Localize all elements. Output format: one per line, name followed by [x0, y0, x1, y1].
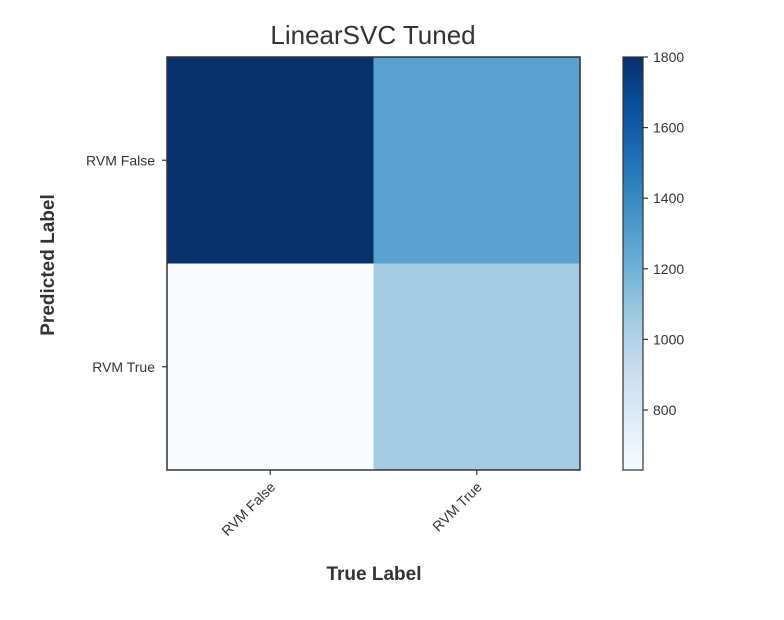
- x-tick-label: RVM True: [429, 479, 485, 535]
- plot-frame: [166, 56, 581, 471]
- y-tick-label: RVM False: [86, 152, 155, 168]
- colorbar-tick-label: 1800: [653, 49, 684, 65]
- colorbar-tick-label: 1000: [653, 331, 684, 347]
- x-ticks: RVM False RVM True: [218, 470, 485, 539]
- chart-title: LinearSVC Tuned: [270, 20, 475, 50]
- heatmap-cell-r1-c1: [373, 263, 580, 470]
- colorbar-tick-label: 1200: [653, 261, 684, 277]
- heatmap-cells: [167, 57, 580, 470]
- x-tick-label: RVM False: [218, 479, 278, 539]
- colorbar-tick-label: 1600: [653, 120, 684, 136]
- heatmap-cell-r0-c0: [167, 57, 374, 264]
- colorbar-tick-label: 1400: [653, 190, 684, 206]
- colorbar: [622, 56, 644, 471]
- x-axis-label: True Label: [326, 564, 421, 585]
- heatmap-cell-r1-c0: [167, 263, 374, 470]
- colorbar-tick-label: 800: [653, 402, 677, 418]
- colorbar-ticks: 800 1000 1200 1400 1600 1800: [643, 49, 684, 418]
- y-axis-label: Predicted Label: [38, 194, 59, 336]
- y-tick-label: RVM True: [92, 359, 155, 375]
- y-ticks: RVM False RVM True: [86, 152, 167, 375]
- heatmap-cell-r0-c1: [373, 57, 580, 264]
